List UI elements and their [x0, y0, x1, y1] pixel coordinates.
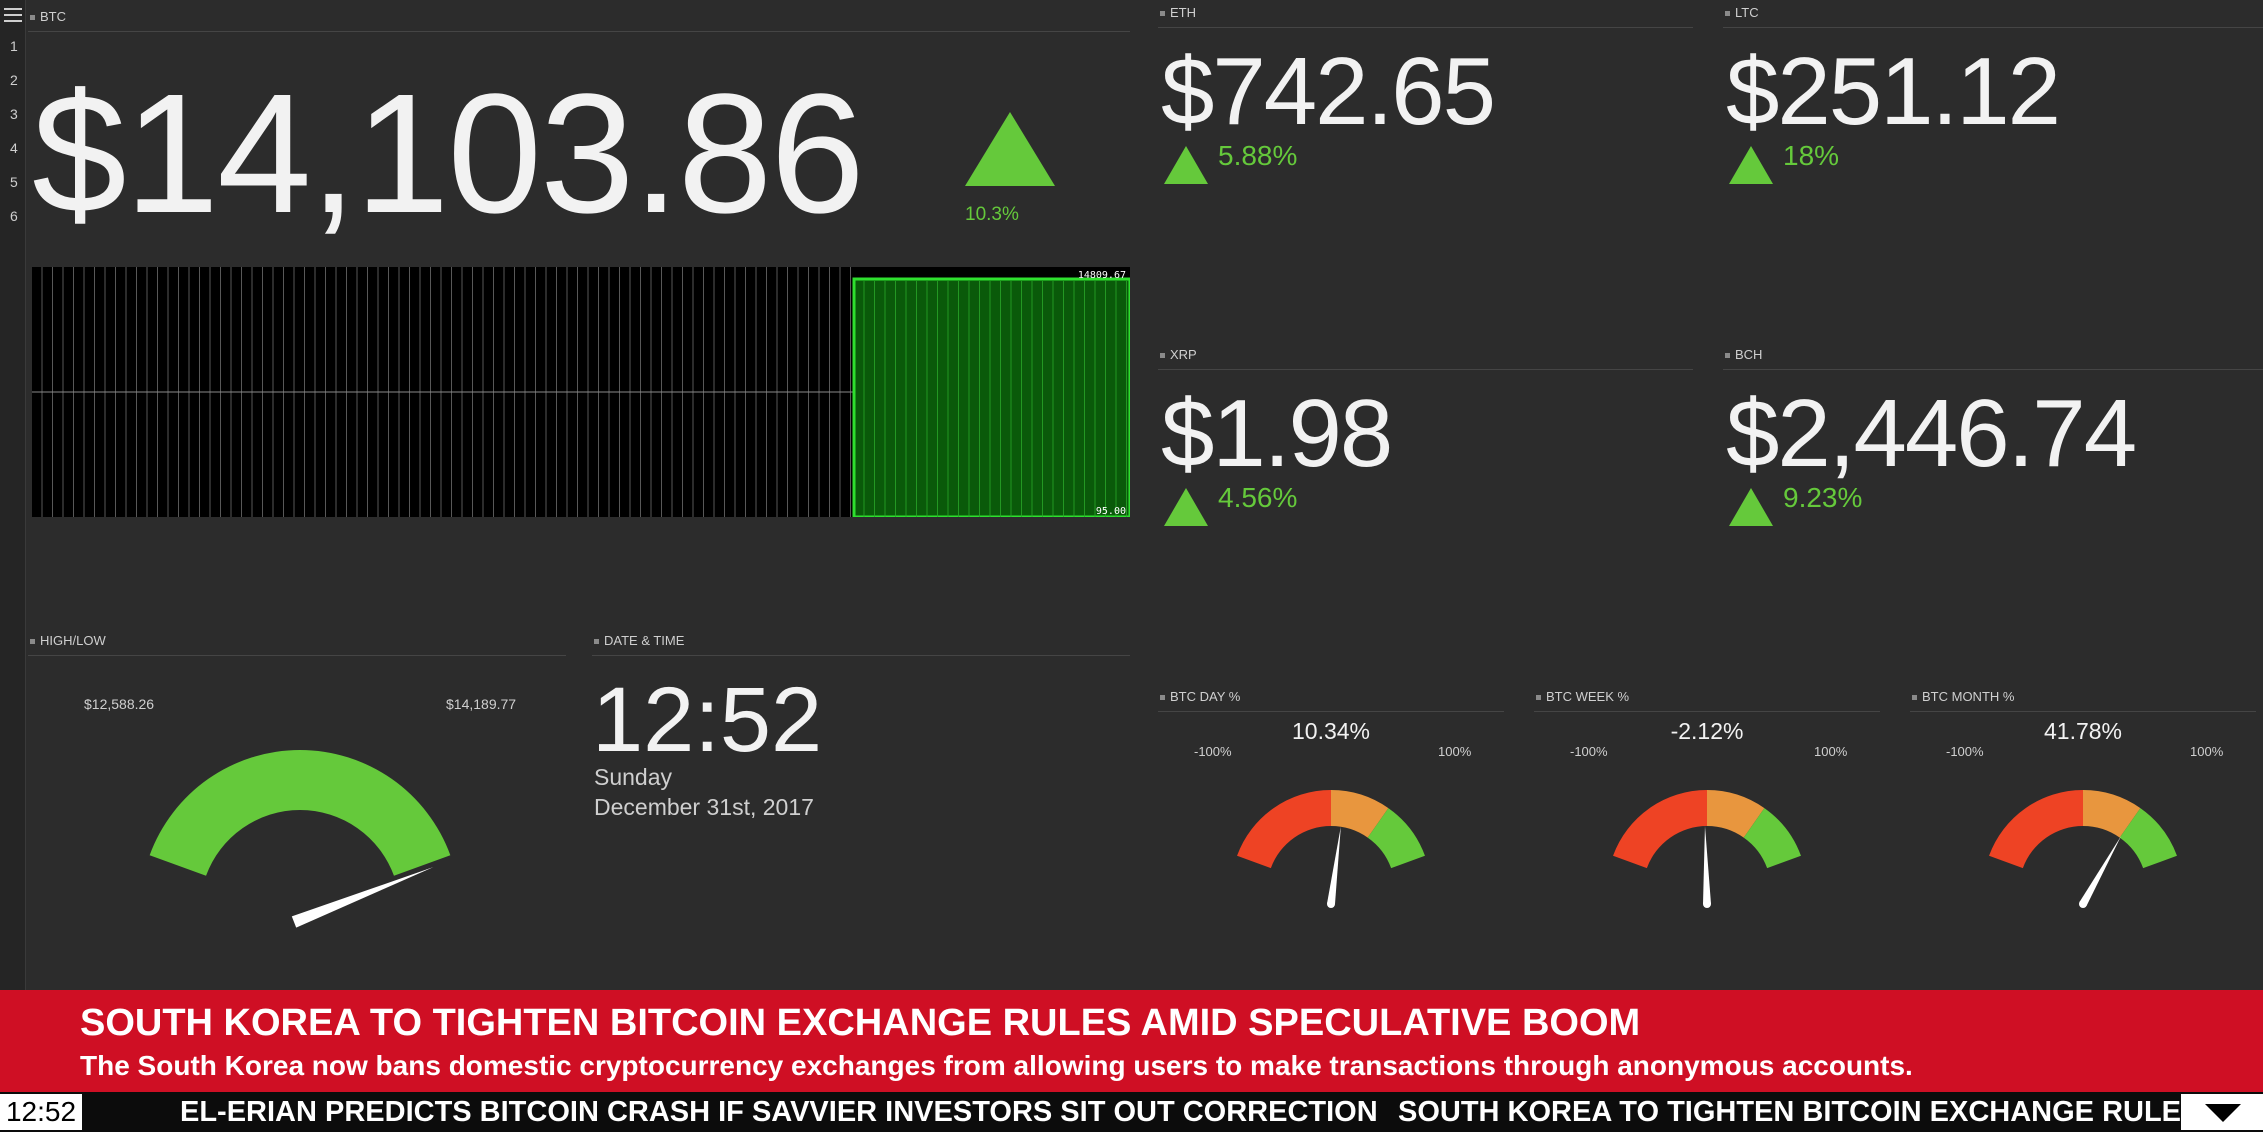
row-number: 3: [10, 106, 18, 122]
news-subline: The South Korea now bans domestic crypto…: [80, 1050, 1913, 1081]
gauge-needle: [1327, 826, 1341, 905]
gauge-max: 100%: [1438, 744, 1472, 759]
panel-title: BTC WEEK %: [1534, 690, 1880, 712]
high-value: $14,189.77: [446, 696, 517, 712]
gauge-min: -100%: [1946, 744, 1984, 759]
btc-panel: BTC: [28, 10, 1130, 32]
panel-title: BTC: [28, 10, 1130, 32]
chart-high-label: 14809.67: [1078, 270, 1126, 281]
btc-price: $14,103.86: [32, 59, 865, 249]
highlow-gauge: [149, 750, 451, 928]
crawl-clock: 12:52: [0, 1094, 82, 1130]
up-arrow-icon: [1729, 488, 1773, 531]
panel-title: ETH: [1158, 6, 1693, 28]
datetime-panel: DATE & TIME: [592, 634, 1130, 656]
gauge-needle-hub: [2079, 900, 2087, 908]
gauge-max: 100%: [1814, 744, 1848, 759]
news-banner: SOUTH KOREA TO TIGHTEN BITCOIN EXCHANGE …: [0, 990, 2263, 1092]
up-arrow-icon: [1164, 488, 1208, 531]
news-headline: SOUTH KOREA TO TIGHTEN BITCOIN EXCHANGE …: [80, 1002, 1641, 1044]
gauge-value: -2.12%: [1670, 718, 1744, 744]
gauge-green-band: [1743, 808, 1801, 869]
gauge-red-band: [1237, 790, 1331, 869]
eth-change: 5.88%: [1218, 140, 1298, 171]
gauge-value: 10.34%: [1291, 718, 1370, 744]
highlow-arc: [149, 750, 451, 876]
btc-change: 10.3%: [965, 204, 1019, 225]
ltc-change: 18%: [1783, 140, 1840, 171]
gauge-needle-hub: [1327, 900, 1335, 908]
up-arrow-icon: [965, 112, 1055, 191]
up-arrow-icon: [1729, 146, 1773, 189]
gauge-min: -100%: [1570, 744, 1608, 759]
news-crawl: 12:52 EL-ERIAN PREDICTS BITCOIN CRASH IF…: [0, 1092, 2263, 1132]
gauge-green-band: [2119, 808, 2177, 869]
panel-title: HIGH/LOW: [28, 634, 566, 656]
chart-active-region: [852, 277, 1130, 517]
xrp-panel: XRP $1.98 4.56%: [1158, 348, 1693, 526]
clock-time: 12:52: [592, 669, 823, 771]
ltc-panel: LTC $251.12 18%: [1723, 6, 2263, 184]
panel-title: DATE & TIME: [592, 634, 1130, 656]
panel-title: BTC DAY %: [1158, 690, 1504, 712]
gauge-orange-band: [1331, 790, 1389, 838]
left-gutter: 1 2 3 4 5 6: [0, 0, 26, 990]
highlow-panel: HIGH/LOW: [28, 634, 566, 656]
bch-panel: BCH $2,446.74 9.23%: [1723, 348, 2263, 526]
percent-gauge: [1237, 790, 1425, 908]
xrp-price: $1.98: [1161, 380, 1393, 487]
row-number: 1: [10, 38, 18, 54]
chart-low-label: 95.00: [1096, 506, 1126, 517]
gauge-needle: [2079, 835, 2122, 906]
row-number: 5: [10, 174, 18, 190]
crawl-item: SOUTH KOREA TO TIGHTEN BITCOIN EXCHANGE …: [1398, 1096, 2237, 1128]
percent-gauge: [1613, 790, 1801, 908]
crawl-item: EL-ERIAN PREDICTS BITCOIN CRASH IF SAVVI…: [180, 1096, 1378, 1128]
low-value: $12,588.26: [84, 696, 155, 712]
panel-title: BCH: [1723, 348, 2263, 370]
gauge-green-band: [1367, 808, 1425, 869]
gauge-value: 41.78%: [2043, 718, 2122, 744]
gauge-orange-band: [2083, 790, 2141, 838]
gauge-min: -100%: [1194, 744, 1232, 759]
ltc-price: $251.12: [1726, 38, 2061, 145]
row-number: 6: [10, 208, 18, 224]
gauge-max: 100%: [2190, 744, 2224, 759]
panel-title: LTC: [1723, 6, 2263, 28]
chevron-down-icon[interactable]: [2181, 1094, 2263, 1130]
gauge-needle-hub: [1703, 900, 1711, 908]
bch-price: $2,446.74: [1726, 380, 2137, 487]
hamburger-menu-icon[interactable]: [4, 8, 22, 22]
full-date: December 31st, 2017: [594, 794, 814, 820]
eth-price: $742.65: [1161, 38, 1496, 145]
btc-sparkline-chart: 14809.67 95.00: [32, 267, 1130, 517]
gauge-needle: [1703, 826, 1711, 905]
gauge-orange-band: [1707, 790, 1765, 838]
gauge-red-band: [1613, 790, 1707, 869]
gauge-red-band: [1989, 790, 2083, 869]
xrp-change: 4.56%: [1218, 482, 1298, 513]
day-name: Sunday: [594, 764, 673, 790]
up-arrow-icon: [1164, 146, 1208, 189]
row-number: 2: [10, 72, 18, 88]
panel-title: XRP: [1158, 348, 1693, 370]
bch-change: 9.23%: [1783, 482, 1863, 513]
percent-gauge: [1989, 790, 2177, 908]
row-number: 4: [10, 140, 18, 156]
panel-title: BTC MONTH %: [1910, 690, 2256, 712]
gauge-needle: [291, 867, 434, 928]
eth-panel: ETH $742.65 5.88%: [1158, 6, 1693, 184]
